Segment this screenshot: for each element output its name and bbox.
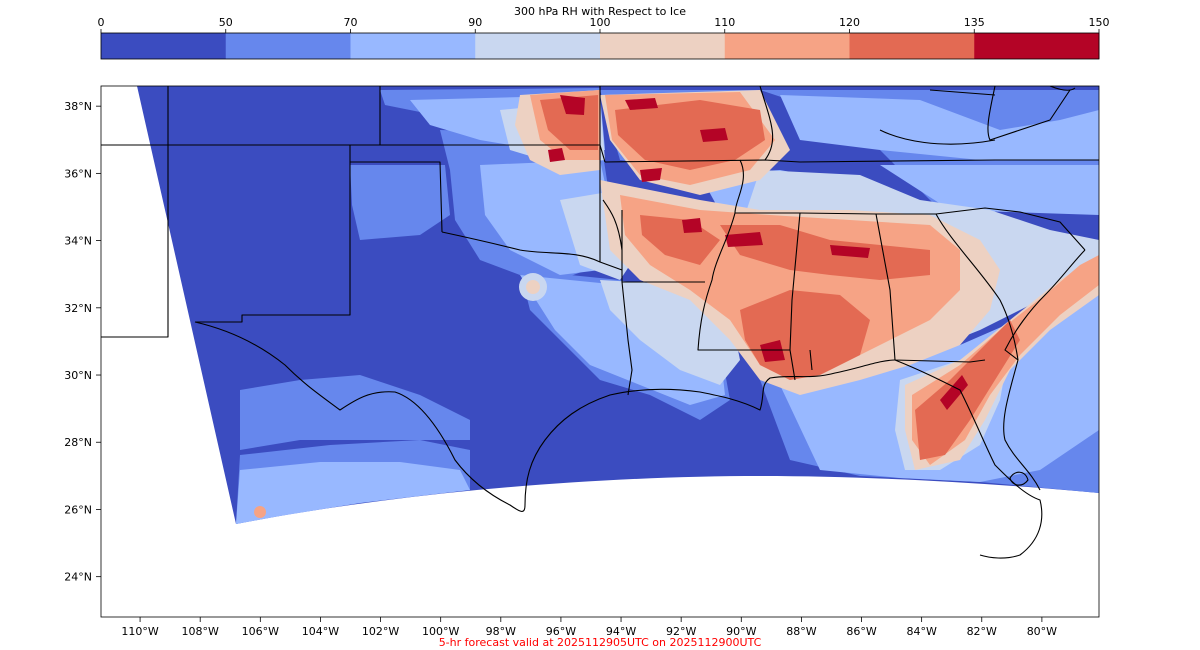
map-panel: 38°N 36°N 34°N 32°N 30°N 28°N 26°N 24°N 110°W 10… bbox=[64, 85, 1100, 638]
rh-contours bbox=[236, 88, 1099, 524]
longitude-label: 90°W bbox=[726, 625, 756, 638]
longitude-label: 96°W bbox=[546, 625, 576, 638]
longitude-label: 100°W bbox=[422, 625, 459, 638]
latitude-label: 34°N bbox=[64, 235, 92, 248]
colorbar-tick-label: 150 bbox=[1089, 16, 1110, 29]
latitude-label: 30°N bbox=[64, 369, 92, 382]
latitude-label: 28°N bbox=[64, 436, 92, 449]
latitude-label: 26°N bbox=[64, 503, 92, 516]
longitude-label: 94°W bbox=[606, 625, 636, 638]
colorbar-bin bbox=[724, 33, 850, 59]
colorbar-tick-label: 90 bbox=[468, 16, 482, 29]
colorbar-tick-label: 50 bbox=[219, 16, 233, 29]
colorbar-tick-label: 70 bbox=[344, 16, 358, 29]
map-frame bbox=[100, 85, 1100, 618]
colorbar-bin bbox=[849, 33, 975, 59]
colorbar-bin bbox=[350, 33, 476, 59]
latitude-label: 24°N bbox=[64, 571, 92, 584]
colorbar-tick-label: 0 bbox=[98, 16, 105, 29]
map-plot-area bbox=[101, 86, 1099, 559]
colorbar-bin bbox=[475, 33, 601, 59]
longitude-label: 110°W bbox=[121, 625, 158, 638]
colorbar-bin bbox=[974, 33, 1100, 59]
colorbar: 300 hPa RH with Respect to Ice 0 50 70 90 10… bbox=[98, 5, 1110, 60]
longitude-axis: 110°W 108°W 106°W 104°W 102°W 100°W 98°W 96°W 94… bbox=[121, 617, 1057, 638]
latitude-label: 32°N bbox=[64, 302, 92, 315]
longitude-label: 102°W bbox=[362, 625, 399, 638]
longitude-label: 88°W bbox=[786, 625, 816, 638]
colorbar-bin bbox=[101, 33, 227, 59]
forecast-valid-caption: 5-hr forecast valid at 2025112905UTC on … bbox=[438, 636, 762, 649]
longitude-label: 106°W bbox=[242, 625, 279, 638]
colorbar-bin bbox=[225, 33, 351, 59]
colorbar-tick-label: 135 bbox=[964, 16, 985, 29]
colorbar-tick-label: 110 bbox=[714, 16, 735, 29]
rh-cell-sw-corner bbox=[254, 506, 266, 518]
longitude-label: 80°W bbox=[1027, 625, 1057, 638]
latitude-label: 36°N bbox=[64, 167, 92, 180]
state-boundaries bbox=[101, 86, 1099, 396]
longitude-label: 84°W bbox=[906, 625, 936, 638]
longitude-label: 104°W bbox=[302, 625, 339, 638]
colorbar-tick-label: 100 bbox=[590, 16, 611, 29]
longitude-label: 98°W bbox=[486, 625, 516, 638]
latitude-axis: 38°N 36°N 34°N 32°N 30°N 28°N 26°N 24°N bbox=[64, 100, 101, 584]
rh-cell-north-texas-core bbox=[526, 280, 540, 294]
longitude-label: 82°W bbox=[967, 625, 997, 638]
colorbar-bins bbox=[101, 33, 1100, 59]
longitude-label: 108°W bbox=[182, 625, 219, 638]
colorbar-tick-labels: 0 50 70 90 100 110 120 135 150 bbox=[98, 16, 1110, 33]
colorbar-bin bbox=[600, 33, 726, 59]
longitude-label: 86°W bbox=[846, 625, 876, 638]
rh-band-135-150 bbox=[548, 95, 968, 410]
colorbar-frame bbox=[100, 32, 1100, 60]
latitude-label: 38°N bbox=[64, 100, 92, 113]
colorbar-title: 300 hPa RH with Respect to Ice bbox=[514, 5, 686, 18]
coastline bbox=[194, 249, 1086, 559]
longitude-label: 92°W bbox=[666, 625, 696, 638]
colorbar-tick-label: 120 bbox=[839, 16, 860, 29]
